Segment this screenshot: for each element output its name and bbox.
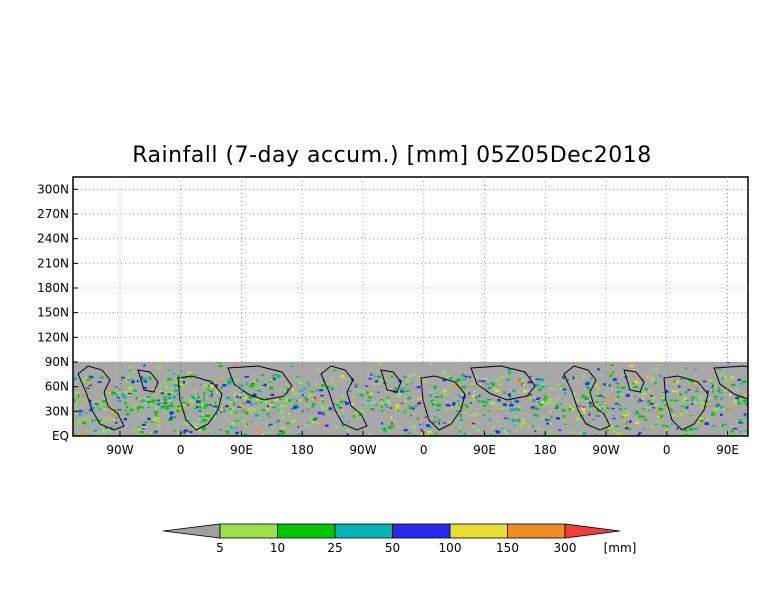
lon-tick-label: 0: [420, 443, 428, 457]
lon-tick-label: 90W: [106, 443, 133, 457]
colorbar-legend: 5 10 25 50 100 150 300 [mm]: [162, 523, 637, 555]
lon-tick-label: 90E: [473, 443, 496, 457]
lat-tick-label: 30N: [45, 404, 69, 418]
colorbar-box: [392, 523, 451, 539]
colorbar-label: 50: [385, 541, 400, 555]
colorbar-label: 10: [270, 541, 285, 555]
lat-tick-label: 240N: [37, 232, 69, 246]
lon-tick-label: 90E: [230, 443, 253, 457]
lon-tick-label: 180: [534, 443, 557, 457]
colorbar-box: [449, 523, 508, 539]
plot-frame: [72, 176, 749, 437]
lat-tick-label: 150N: [37, 306, 69, 320]
colorbar-label: 300: [554, 541, 577, 555]
lat-tick-label: 180N: [37, 281, 69, 295]
lat-tick-label: 120N: [37, 330, 69, 344]
map-title: Rainfall (7-day accum.) [mm] 05Z05Dec201…: [132, 143, 652, 168]
grid-lines: [73, 188, 748, 412]
map-data-layer: [73, 362, 748, 436]
lon-tick-label: 0: [663, 443, 671, 457]
colorbar-high-arrow: [564, 523, 621, 539]
lat-tick-label: 210N: [37, 256, 69, 270]
latitude-axis: 300N 270N 240N 210N 180N 150N 120N 90N 60N 30N EQ: [37, 182, 78, 443]
colorbar-label: 100: [439, 541, 462, 555]
lon-tick-label: 0: [177, 443, 185, 457]
colorbar-label: 5: [216, 541, 224, 555]
colorbar-unit: [mm]: [604, 541, 637, 555]
colorbar-label: 150: [496, 541, 519, 555]
longitude-axis: 90W 0 90E 180 90W 0 90E 180 90W 0 90E: [106, 177, 739, 457]
colorbar-low-arrow: [162, 523, 221, 539]
colorbar-box: [277, 523, 336, 539]
lat-tick-label: 90N: [45, 355, 69, 369]
lon-tick-label: 180: [291, 443, 314, 457]
colorbar-box: [507, 523, 566, 539]
lat-tick-label: 270N: [37, 207, 69, 221]
lon-tick-label: 90W: [592, 443, 619, 457]
coastlines: [77, 365, 748, 431]
lat-tick-label: 300N: [37, 182, 69, 196]
lon-tick-label: 90E: [716, 443, 739, 457]
lat-tick-label: EQ: [52, 429, 69, 443]
colorbar-box: [334, 523, 393, 539]
colorbar-box: [219, 523, 278, 539]
colorbar-label: 25: [327, 541, 342, 555]
lat-tick-label: 60N: [45, 380, 69, 394]
lon-tick-label: 90W: [349, 443, 376, 457]
